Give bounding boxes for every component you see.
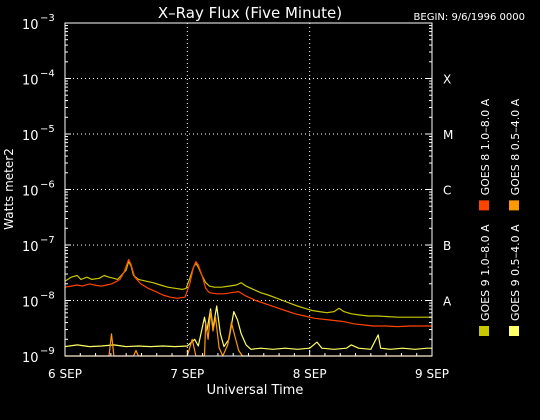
y-tick-label: 10 — [22, 18, 39, 33]
y-tick-exponent: −4 — [40, 69, 55, 80]
legend-label: GOES 8 0.5–4.0 A — [509, 98, 522, 195]
legend-label: GOES 9 0.5–4.0 A — [509, 224, 522, 321]
y-tick-exponent: −9 — [40, 346, 55, 357]
y-tick-exponent: −6 — [40, 180, 55, 191]
chart-title: X–Ray Flux (Five Minute) — [158, 4, 342, 22]
y-tick-label: 10 — [22, 240, 39, 255]
y-tick-label: 10 — [22, 296, 39, 311]
x-tick-label: 8 SEP — [293, 367, 327, 381]
series-line — [64, 258, 432, 328]
y-tick-exponent: −8 — [40, 291, 55, 302]
x-tick-label: 7 SEP — [170, 367, 204, 381]
flare-class-label: B — [443, 239, 451, 253]
series-line — [64, 305, 432, 350]
y-tick-exponent: −7 — [40, 235, 55, 246]
legend-swatch — [509, 326, 519, 336]
y-tick-label: 10 — [22, 129, 39, 144]
y-tick-label: 10 — [22, 351, 39, 366]
begin-date-label: BEGIN: 9/6/1996 0000 — [414, 12, 525, 23]
legend-label: GOES 8 1.0–8.0 A — [479, 98, 492, 195]
series-line — [64, 261, 432, 318]
y-tick-label: 10 — [22, 185, 39, 200]
x-axis-ticks: 6 SEP 7 SEP 8 SEP 9 SEP — [48, 350, 449, 381]
x-tick-label: 9 SEP — [415, 367, 449, 381]
flare-class-label: C — [443, 184, 451, 198]
y-tick-exponent: −5 — [40, 124, 55, 135]
flare-class-label: M — [443, 128, 453, 142]
y-axis-label: Watts meter2 — [2, 148, 16, 230]
flare-class-label: A — [443, 295, 452, 309]
y-axis-ticks: 10−310−410−510−610−710−810−9 — [22, 13, 432, 366]
legend-swatch — [509, 200, 519, 211]
y-tick-label: 10 — [22, 74, 39, 89]
legend-label: GOES 9 1.0–8.0 A — [479, 224, 492, 321]
flare-class-labels: X M C B A — [443, 73, 453, 309]
x-axis-label: Universal Time — [207, 383, 304, 398]
legend-swatch — [479, 200, 489, 211]
y-tick-exponent: −3 — [40, 13, 55, 24]
x-tick-label: 6 SEP — [48, 367, 82, 381]
legend-swatch — [479, 326, 489, 336]
legend: GOES 9 1.0–8.0 A GOES 8 1.0–8.0 A GOES 9 0… — [479, 98, 522, 336]
flare-class-label: X — [443, 73, 451, 87]
